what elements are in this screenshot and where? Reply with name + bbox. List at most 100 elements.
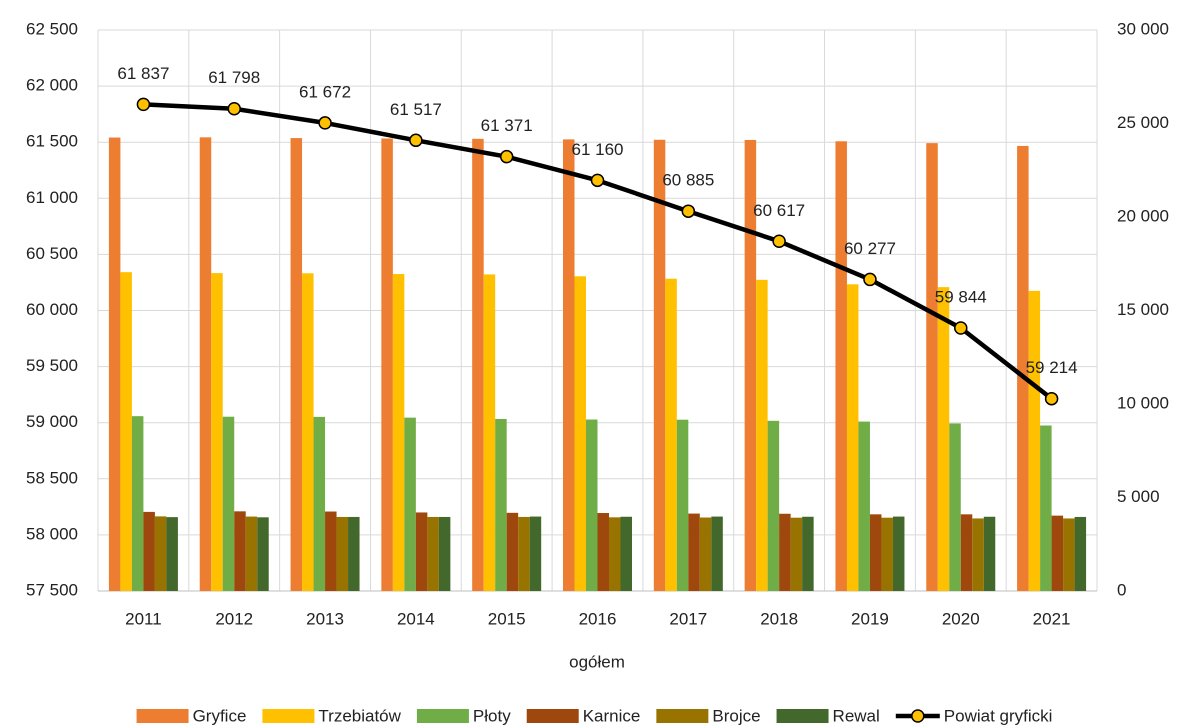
bar [1051,515,1064,591]
legend-label: Płoty [473,706,511,725]
bar [472,138,484,592]
x-tick-label: 2012 [215,609,253,628]
x-tick-label: 2018 [760,609,798,628]
bar [483,274,496,591]
bar [404,417,416,591]
x-tick-label: 2014 [397,609,435,628]
bar [1040,425,1052,591]
line-marker [590,173,605,188]
data-label: 61 371 [481,116,533,135]
bar [1063,518,1075,591]
bar [972,518,984,591]
bar [779,513,791,591]
legend-swatch [262,709,315,723]
bar [1028,290,1041,591]
y-tick-label: 62 500 [26,19,78,38]
bar [120,272,132,591]
bar [586,419,598,591]
bar [290,138,303,591]
y2-tick-label: 25 000 [1117,113,1169,132]
line-marker [227,102,241,116]
bar [597,513,609,591]
bar [688,513,700,591]
bar [199,137,212,591]
data-label: 61 837 [117,64,169,83]
bar [222,416,235,591]
bar [699,517,712,591]
bar [427,516,439,591]
y-tick-label: 59 000 [26,412,78,431]
line-marker [954,321,968,335]
x-tick-label: 2013 [306,609,344,628]
bar [336,516,349,591]
bar [1017,145,1029,591]
bar [518,516,530,591]
bar [846,284,859,591]
x-axis-title: ogółem [569,652,625,671]
bar [676,419,689,591]
legend-swatch [526,709,579,723]
bar [348,516,360,591]
bar [495,418,507,591]
bar [937,287,950,591]
legend-swatch [136,709,189,723]
legend-label: Karnice [583,706,641,725]
legend: Gryfice Trzebiatów Płoty Karnice Brojce Rewal… [136,706,1053,725]
data-label: 59 844 [935,287,987,306]
bar [790,517,803,591]
bar [869,514,882,591]
line-marker [863,272,877,287]
bar [506,512,519,591]
legend-label: Powiat gryficki [944,706,1053,725]
x-tick-label: 2017 [669,609,707,628]
bar [415,512,428,591]
bar [257,517,269,591]
y2-tick-label: 5 000 [1117,487,1160,506]
y-tick-label: 61 000 [26,188,78,207]
bar [438,516,451,591]
bar [131,416,144,591]
bar [154,516,167,591]
y-tick-label: 58 000 [26,524,78,543]
bar [211,273,223,591]
bar [234,511,246,591]
bar [245,516,258,591]
legend-swatch [416,709,469,723]
y-tick-label: 60 000 [26,300,78,319]
y-tick-label: 61 500 [26,132,78,151]
line-marker [409,133,423,148]
bar [744,139,757,591]
data-label: 61 798 [208,68,260,87]
bar [620,516,632,591]
line-marker [1044,391,1059,406]
line-marker [681,204,696,218]
bar [756,279,768,591]
bar [665,278,677,591]
y-tick-label: 57 500 [26,580,78,599]
y2-tick-label: 20 000 [1117,206,1169,225]
bar [711,516,723,591]
bar [381,138,393,591]
legend-swatch [776,709,829,723]
x-tick-label: 2020 [942,609,980,628]
bar [1074,516,1087,591]
x-tick-label: 2021 [1033,609,1071,628]
bar [835,141,847,591]
y-tick-label: 59 500 [26,356,78,375]
bar [892,516,905,591]
bar [302,273,314,591]
bar [983,516,996,591]
bar [563,139,575,591]
bar [313,416,326,591]
legend-label: Rewal [833,706,880,725]
x-tick-label: 2015 [488,609,526,628]
bar [108,137,121,591]
line-marker [318,116,332,130]
data-label: 61 517 [390,100,442,119]
bar [529,516,542,591]
legend-swatch [656,709,709,723]
legend-label: Gryfice [193,706,247,725]
bar [143,511,155,591]
y2-tick-label: 30 000 [1117,19,1169,38]
legend-label: Trzebiatów [318,706,401,725]
